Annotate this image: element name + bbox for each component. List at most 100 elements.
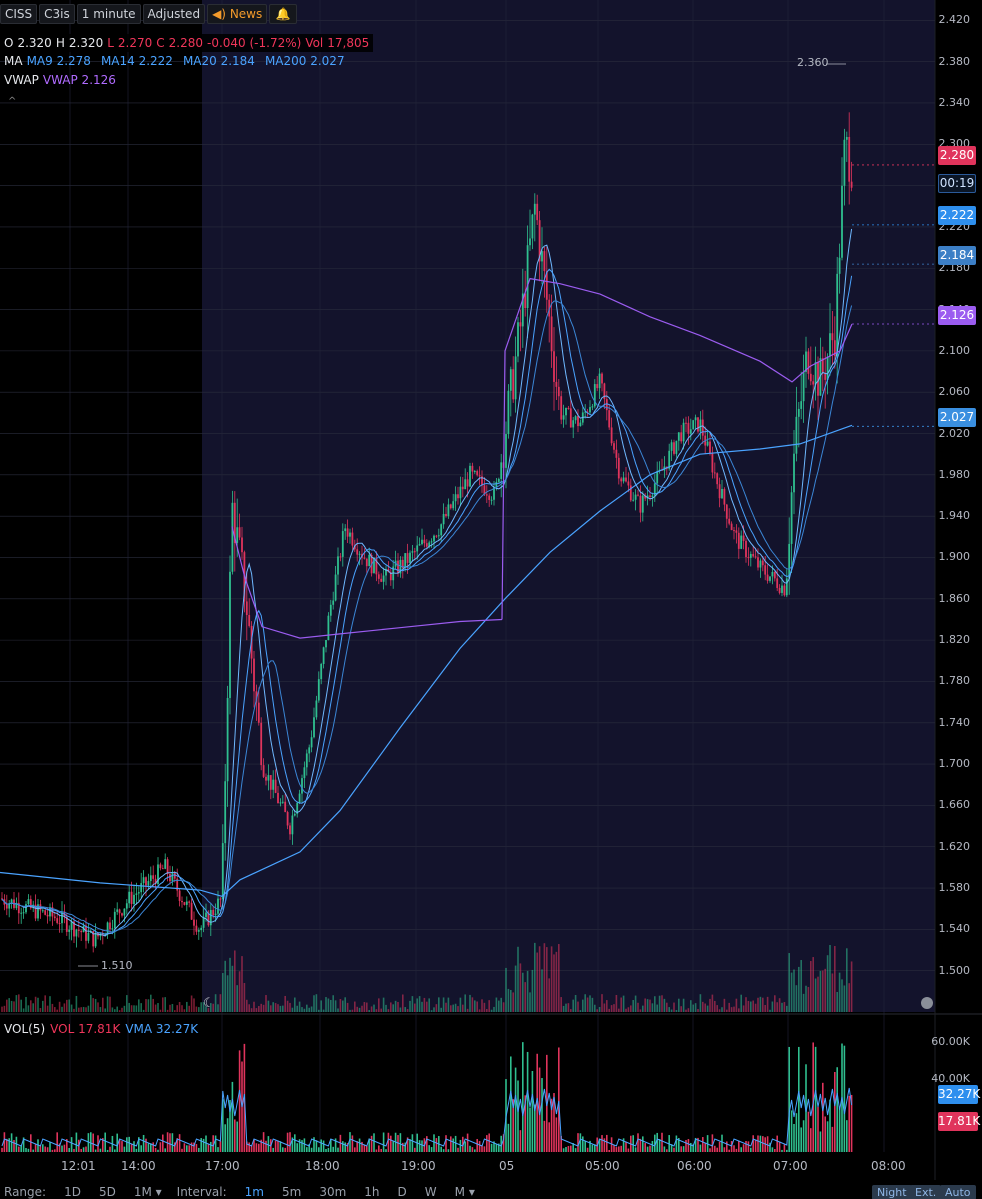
- volume-bar: [464, 1141, 466, 1152]
- volume-bar: [219, 1141, 222, 1152]
- interval-30m-button[interactable]: 30m: [319, 1184, 347, 1199]
- volume-bar: [133, 1141, 135, 1152]
- volume-bar: [848, 1095, 850, 1152]
- candle-body: [154, 878, 157, 885]
- collapse-legend-icon[interactable]: ^: [8, 96, 17, 107]
- candle-body: [629, 485, 632, 501]
- volume-bar: [766, 1136, 769, 1152]
- overlay-volume-bar: [666, 1002, 668, 1012]
- overlay-volume-bar: [582, 999, 584, 1012]
- volume-bar: [778, 1141, 781, 1152]
- candle-body: [692, 420, 695, 430]
- range-5d-button[interactable]: 5D: [98, 1184, 116, 1199]
- night-mode-button[interactable]: Night: [872, 1185, 912, 1199]
- interval-1m-button[interactable]: 1m: [244, 1184, 264, 1199]
- volume-bar: [490, 1143, 493, 1152]
- volume-bar: [85, 1146, 87, 1152]
- range-1d-button[interactable]: 1D: [64, 1184, 81, 1199]
- overlay-volume-bar: [356, 1006, 358, 1012]
- volume-bar: [6, 1138, 8, 1152]
- volume-bar: [248, 1142, 250, 1152]
- volume-bar: [471, 1147, 474, 1152]
- overlay-volume-bar: [776, 1002, 778, 1012]
- overlay-volume-bar: [483, 1002, 486, 1012]
- study-set-button[interactable]: C3is: [39, 4, 75, 24]
- overlay-volume-bar: [409, 1000, 411, 1012]
- overlay-volume-bar: [714, 1000, 716, 1012]
- volume-bar: [399, 1133, 402, 1152]
- overlay-volume-bar: [711, 994, 714, 1012]
- overlay-volume-bar: [699, 994, 702, 1012]
- ma-label[interactable]: MA: [4, 54, 23, 68]
- range-1m-dropdown[interactable]: 1M ▾: [133, 1184, 162, 1199]
- candle-body: [8, 903, 11, 909]
- overlay-volume-bar: [846, 948, 848, 1012]
- range-label: Range:: [4, 1184, 47, 1199]
- overlay-volume-bar: [354, 1001, 356, 1012]
- overlay-volume-bar: [190, 995, 193, 1012]
- volume-bar: [733, 1145, 735, 1152]
- candle-body: [449, 504, 452, 509]
- volume-bar: [198, 1147, 200, 1152]
- overlay-volume-bar: [637, 1002, 639, 1012]
- overlay-volume-bar: [186, 1001, 188, 1012]
- volume-bar: [771, 1147, 774, 1152]
- candle-body: [238, 527, 241, 538]
- candle-body: [212, 909, 215, 915]
- extended-hours-button[interactable]: Ext.: [910, 1185, 942, 1199]
- overlay-volume-bar: [397, 1001, 399, 1012]
- adjusted-button[interactable]: Adjusted: [142, 4, 206, 24]
- candle-body: [15, 902, 18, 909]
- candle-body: [625, 477, 627, 482]
- volume-study-label[interactable]: VOL(5): [4, 1022, 46, 1036]
- overlay-volume-bar: [66, 999, 68, 1012]
- settings-gear-icon[interactable]: [921, 997, 933, 1009]
- interval-w-button[interactable]: W: [424, 1184, 437, 1199]
- overlay-volume-bar: [126, 995, 128, 1012]
- volume-bar: [404, 1142, 406, 1152]
- volume-bar: [709, 1148, 711, 1152]
- interval-button[interactable]: 1 minute: [76, 4, 141, 24]
- volume-bar: [430, 1147, 433, 1152]
- volume-bar: [466, 1133, 469, 1152]
- auto-scale-button[interactable]: Auto: [940, 1185, 976, 1199]
- candle-body: [113, 911, 116, 929]
- alert-bell-button[interactable]: 🔔: [269, 4, 298, 24]
- candle-body: [53, 916, 56, 919]
- session-low-annotation: 1.510: [101, 959, 133, 972]
- interval-1h-button[interactable]: 1h: [364, 1184, 380, 1199]
- overlay-volume-bar: [567, 1003, 570, 1012]
- volume-bar: [838, 1108, 841, 1152]
- candle-body: [176, 878, 179, 891]
- candle-body: [598, 373, 601, 389]
- overlay-volume-bar: [790, 972, 793, 1012]
- overlay-volume-bar: [382, 997, 385, 1012]
- price-axis-label: 2.060: [938, 385, 971, 399]
- overlay-volume-bar: [310, 1006, 313, 1012]
- candle-body: [1, 898, 3, 900]
- candle-body: [25, 904, 27, 913]
- candle-body: [461, 486, 464, 490]
- candle-body: [473, 471, 476, 473]
- interval-m-dropdown[interactable]: M ▾: [454, 1184, 475, 1199]
- interval-5m-button[interactable]: 5m: [281, 1184, 302, 1199]
- overlay-volume-bar: [130, 1005, 133, 1012]
- overlay-volume-bar: [524, 982, 526, 1012]
- vwap-label[interactable]: VWAP: [4, 73, 39, 87]
- candle-body: [749, 554, 752, 558]
- volume-bar: [135, 1148, 138, 1152]
- overlay-volume-bar: [188, 1005, 190, 1012]
- interval-d-button[interactable]: D: [397, 1184, 407, 1199]
- overlay-volume-bar: [618, 1008, 620, 1012]
- candle-body: [713, 472, 716, 474]
- overlay-volume-bar: [253, 1001, 255, 1012]
- overlay-volume-bar: [92, 998, 94, 1012]
- news-button[interactable]: ◀) News: [207, 4, 268, 24]
- volume-bar: [654, 1134, 656, 1152]
- candle-body: [649, 495, 651, 498]
- volume-bar: [34, 1144, 37, 1152]
- symbol-button[interactable]: CISS: [0, 4, 38, 24]
- overlay-volume-bar: [546, 947, 548, 1012]
- overlay-volume-bar: [615, 994, 618, 1012]
